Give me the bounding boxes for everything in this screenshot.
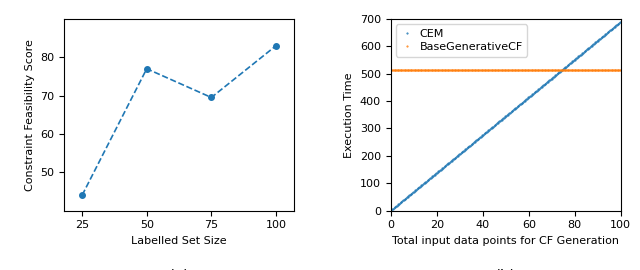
BaseGenerativeCF bbox=[524, 68, 532, 71]
Text: (a): (a) bbox=[168, 268, 189, 270]
CEM bbox=[523, 97, 531, 100]
CEM bbox=[580, 50, 588, 53]
BaseGenerativeCF bbox=[580, 68, 588, 71]
CEM bbox=[528, 93, 536, 97]
CEM bbox=[524, 96, 532, 100]
CEM bbox=[595, 38, 603, 41]
X-axis label: Labelled Set Size: Labelled Set Size bbox=[131, 236, 227, 246]
CEM bbox=[387, 209, 394, 212]
BaseGenerativeCF bbox=[595, 68, 603, 71]
BaseGenerativeCF bbox=[523, 68, 531, 71]
BaseGenerativeCF bbox=[617, 68, 625, 71]
X-axis label: Total input data points for CF Generation: Total input data points for CF Generatio… bbox=[392, 236, 620, 246]
Line: CEM: CEM bbox=[390, 21, 621, 211]
Line: BaseGenerativeCF: BaseGenerativeCF bbox=[390, 69, 621, 70]
BaseGenerativeCF bbox=[388, 68, 396, 71]
BaseGenerativeCF bbox=[528, 68, 536, 71]
Legend: CEM, BaseGenerativeCF: CEM, BaseGenerativeCF bbox=[396, 25, 527, 57]
Text: (b): (b) bbox=[495, 268, 516, 270]
BaseGenerativeCF bbox=[387, 68, 394, 71]
CEM bbox=[388, 208, 396, 212]
CEM bbox=[617, 20, 625, 23]
Y-axis label: Execution Time: Execution Time bbox=[344, 72, 355, 157]
Y-axis label: Constraint Feasibility Score: Constraint Feasibility Score bbox=[24, 39, 35, 191]
